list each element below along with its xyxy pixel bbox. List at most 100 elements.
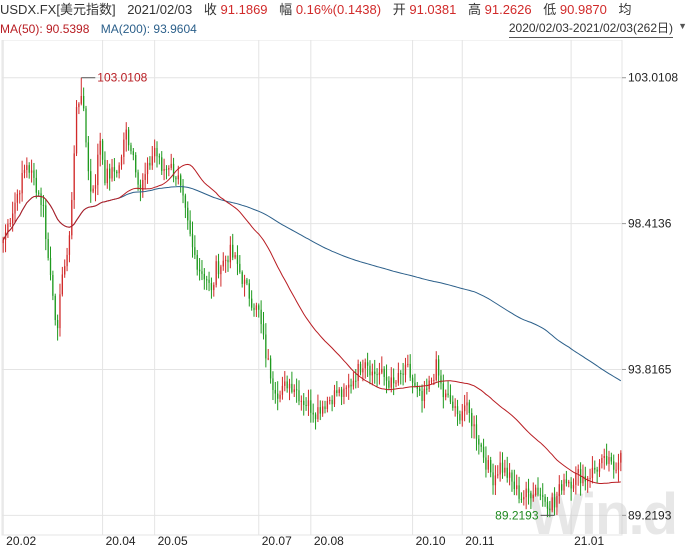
candle (615, 462, 617, 474)
candle (359, 361, 362, 376)
candle (565, 470, 568, 487)
candle (215, 255, 217, 288)
candle (227, 255, 229, 272)
x-tick-label: 21.01 (574, 534, 604, 548)
candle (598, 459, 601, 478)
candle (222, 252, 224, 271)
candle (191, 221, 194, 258)
candle (445, 389, 447, 401)
candle (409, 354, 411, 382)
candle (487, 455, 489, 473)
ma200-legend: MA(200): 93.9604 (100, 22, 197, 36)
candle (49, 246, 52, 281)
candle (116, 169, 118, 178)
high-value: 91.2626 (484, 2, 532, 17)
candle (549, 501, 551, 518)
candle (426, 378, 428, 395)
high-label: 高 (467, 2, 481, 17)
x-tick-label: 20.10 (416, 534, 446, 548)
candle (447, 381, 449, 398)
candle (288, 378, 291, 401)
candle (492, 463, 494, 495)
candle (497, 465, 499, 479)
candle (527, 478, 530, 505)
candle (97, 143, 99, 196)
open-label: 开 (392, 2, 406, 17)
x-tick-label: 20.07 (262, 534, 292, 548)
candle (291, 371, 293, 394)
candle (374, 359, 376, 384)
candle (449, 384, 452, 405)
candle (4, 224, 7, 253)
close-value: 91.1869 (220, 2, 268, 17)
candle (213, 282, 215, 297)
candle (561, 480, 563, 495)
candle (490, 456, 492, 478)
candlestick-series (2, 77, 622, 518)
candle (404, 357, 407, 383)
candle (248, 279, 250, 307)
candle (321, 400, 324, 417)
y-tick-label: 93.8165 (628, 362, 672, 376)
candle (314, 412, 317, 430)
candle (364, 358, 366, 379)
candle (66, 247, 68, 272)
candle (605, 443, 608, 466)
candle (80, 77, 82, 106)
candle (587, 475, 589, 493)
candle (454, 398, 456, 417)
candle (139, 179, 142, 202)
candle (279, 390, 281, 403)
date-range-selector[interactable]: 2020/02/03-2021/02/03(262日) (508, 20, 673, 38)
candle (246, 277, 248, 286)
candle (14, 192, 16, 223)
candle (168, 165, 170, 177)
candle (407, 354, 409, 368)
candle (480, 442, 482, 453)
candle (411, 374, 414, 394)
candle (383, 366, 385, 386)
candle (274, 381, 276, 404)
candle (198, 258, 201, 281)
candle (196, 249, 198, 276)
candle (544, 494, 546, 507)
candle (355, 368, 357, 389)
candle (366, 352, 369, 377)
candle (589, 468, 591, 488)
open-value: 91.0381 (409, 2, 457, 17)
candle (577, 464, 579, 486)
candle (506, 456, 508, 483)
candle (64, 259, 66, 278)
candle (324, 400, 326, 414)
x-tick-label: 20.08 (314, 534, 344, 548)
candle (610, 452, 613, 465)
candle (461, 403, 463, 427)
candle (345, 385, 347, 397)
candle (26, 157, 28, 178)
candle (54, 293, 56, 326)
candle (594, 460, 596, 474)
candle (180, 173, 182, 193)
candle (68, 231, 71, 263)
candle (518, 476, 520, 504)
candle (229, 236, 232, 269)
candle (7, 219, 9, 238)
candle (340, 386, 343, 406)
candle (326, 396, 329, 413)
candle (369, 360, 371, 385)
candle (234, 252, 236, 260)
candle (603, 448, 605, 470)
candle (430, 377, 433, 385)
candle (511, 469, 513, 492)
candle (267, 348, 269, 361)
candle (421, 384, 423, 413)
candle (350, 378, 352, 394)
chevron-down-icon[interactable]: ▼ (678, 21, 687, 31)
candle (113, 158, 116, 182)
candle (269, 355, 272, 384)
low-annotation: 89.2193 (495, 508, 539, 522)
candle (478, 435, 480, 455)
price-chart[interactable]: Win.d 103.0108 98.4136 93.8165 89.2193 20.0… (0, 40, 689, 548)
candle (239, 255, 241, 274)
candle (92, 185, 94, 194)
